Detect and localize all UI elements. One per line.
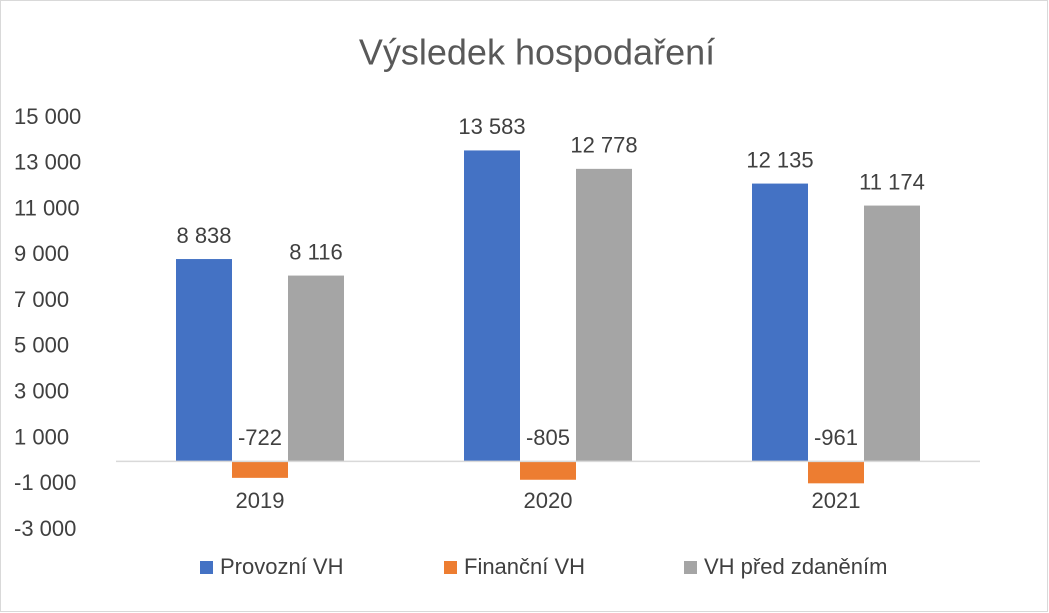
y-tick-label: 7 000: [14, 287, 69, 312]
x-tick-label: 2021: [812, 488, 861, 513]
chart-title: Výsledek hospodaření: [359, 32, 715, 73]
y-tick-label: -3 000: [14, 516, 76, 541]
data-label: -961: [814, 425, 858, 450]
y-tick-label: 11 000: [14, 195, 80, 220]
y-tick-label: 1 000: [14, 424, 69, 449]
data-label: 13 583: [458, 114, 525, 139]
legend-label: VH před zdaněním: [704, 554, 887, 579]
legend-label: Finanční VH: [464, 554, 585, 579]
bar: [808, 461, 864, 484]
bar: [752, 183, 808, 462]
y-tick-label: 5 000: [14, 333, 69, 358]
x-tick-label: 2019: [236, 488, 285, 513]
y-tick-label: 3 000: [14, 378, 69, 403]
data-label: 12 135: [746, 147, 813, 172]
bar: [576, 168, 632, 462]
data-label: 8 116: [289, 239, 342, 264]
bar: [864, 205, 920, 462]
y-tick-label: 13 000: [14, 150, 81, 175]
y-tick-label: 15 000: [14, 104, 81, 129]
legend-label: Provozní VH: [220, 554, 344, 579]
bar: [464, 150, 520, 462]
data-label: 12 778: [570, 133, 637, 158]
data-label: 8 838: [176, 223, 231, 248]
y-tick-label: -1 000: [14, 470, 76, 495]
bar: [288, 275, 344, 462]
bar: [520, 461, 576, 480]
data-label: -722: [238, 425, 282, 450]
legend-swatch: [200, 561, 213, 574]
legend-swatch: [684, 561, 697, 574]
bar: [176, 259, 232, 462]
bar: [232, 461, 288, 478]
y-tick-label: 9 000: [14, 241, 69, 266]
legend-swatch: [444, 561, 457, 574]
data-label: 11 174: [859, 169, 925, 194]
data-label: -805: [526, 425, 570, 450]
x-tick-label: 2020: [524, 488, 573, 513]
